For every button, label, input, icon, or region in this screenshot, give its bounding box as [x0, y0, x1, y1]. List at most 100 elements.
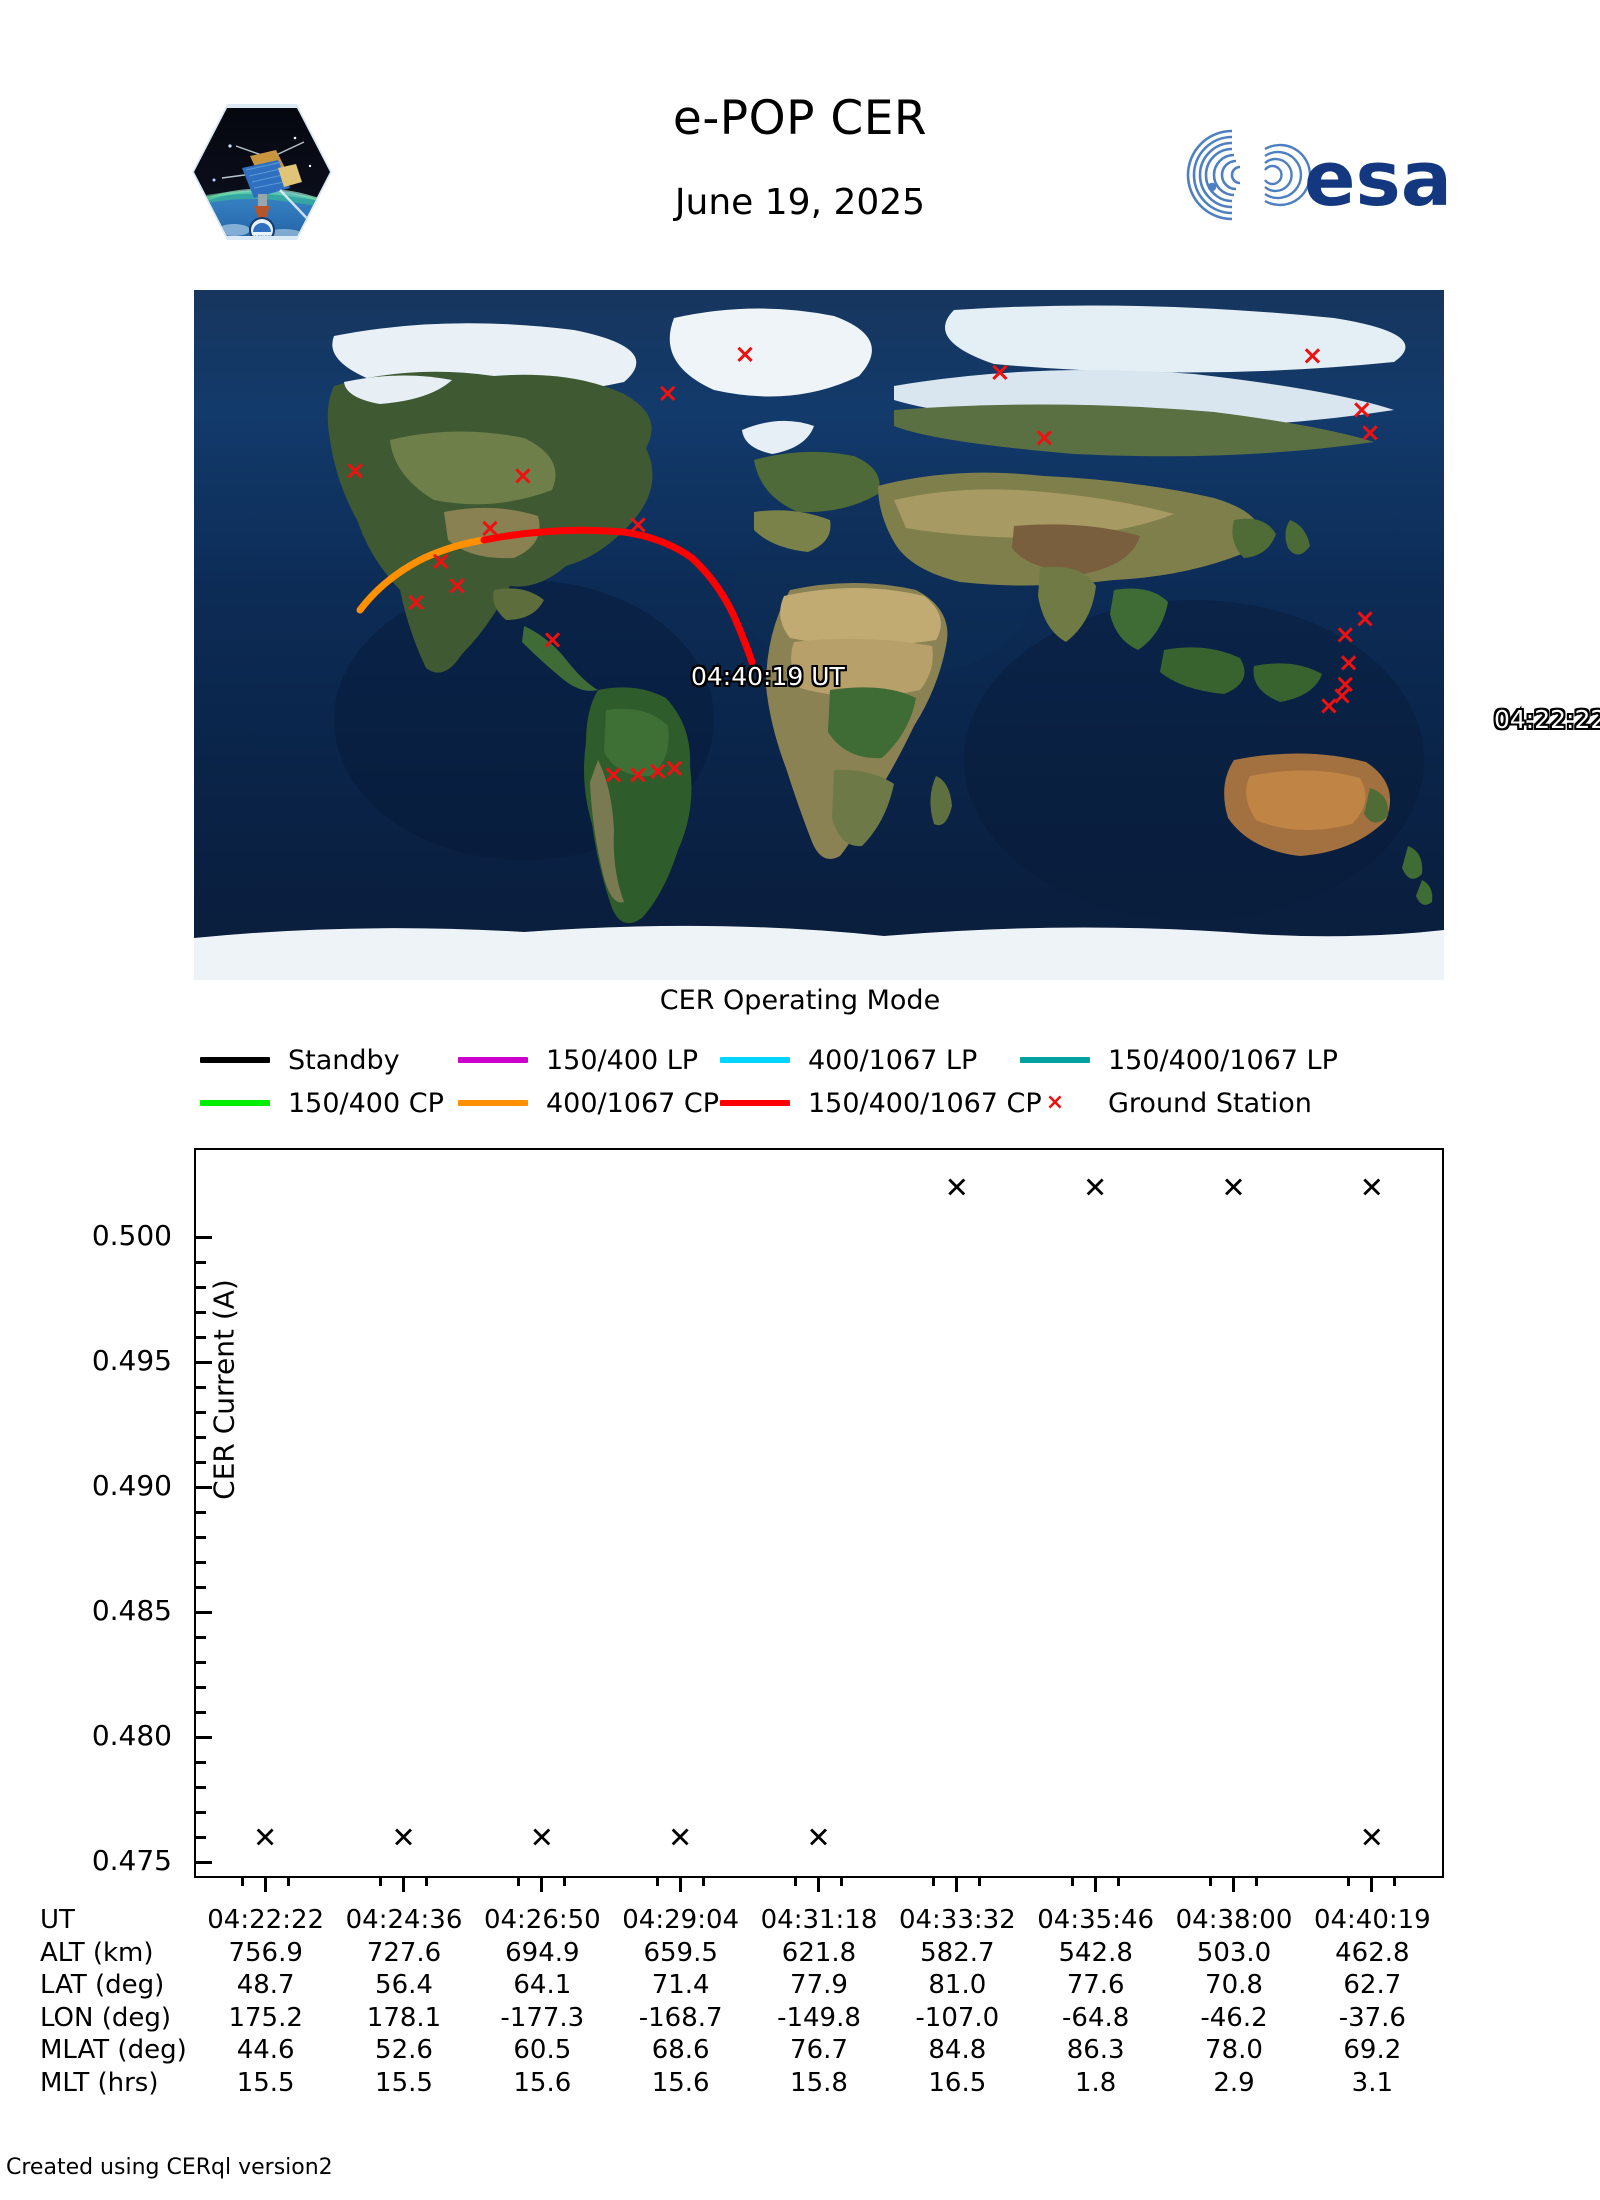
table-row-label: LAT (deg): [40, 1970, 165, 2000]
table-cell: -46.2: [1200, 2002, 1268, 2033]
x-tick-mark: [817, 1876, 820, 1892]
y-tick-label: 0.475: [91, 1843, 172, 1877]
table-row: LAT (deg) 48.7 56.4 64.1 71.4 77.9 81.0 77.6 70.…: [40, 1970, 1560, 2003]
x-tick-mark: [955, 1876, 959, 1892]
y-tick-label: 0.490: [91, 1468, 172, 1502]
ground-station-marker-icon: ×: [1354, 604, 1376, 634]
table-cell: 659.5: [643, 1937, 718, 1968]
x-tick-mark: [263, 1876, 267, 1892]
ground-station-marker-icon: ×: [1045, 1090, 1065, 1115]
table-cell: 44.6: [236, 2035, 295, 2065]
legend-label: 150/400/1067 LP: [1108, 1044, 1338, 1076]
table-cell: 68.6: [651, 2035, 710, 2065]
table-cell: 582.7: [920, 1937, 995, 1968]
table-cell: -168.7: [638, 2002, 723, 2033]
legend-color-swatch: [458, 1057, 528, 1063]
y-tick-mark: [196, 1736, 212, 1739]
page-header: CASSIOPE e-POP CER June 19, 2025: [0, 0, 1600, 240]
y-tick-mark: [196, 1611, 212, 1614]
footer-credit: Created using CERql version2: [6, 2155, 333, 2180]
legend-label: 150/400 CP: [288, 1087, 444, 1119]
table-cell: 178.1: [366, 2002, 442, 2033]
svg-text:CASSIOPE: CASSIOPE: [251, 235, 274, 241]
world-map-panel: × × × × × × × × × × × × × × × × × × × × × × × × × 04:40:19 UT 04…: [194, 290, 1600, 980]
data-point-marker: ✕: [1083, 1170, 1108, 1204]
ground-station-marker-icon: ×: [1302, 341, 1324, 371]
ground-station-marker-icon: ×: [603, 760, 625, 790]
ground-station-marker-icon: ×: [344, 456, 366, 486]
table-cell: 48.7: [236, 1970, 295, 2000]
y-tick-label: 0.495: [91, 1343, 172, 1377]
map-time-annotation-start: 04:22:22 UT: [1492, 703, 1600, 736]
data-point-marker: ✕: [253, 1820, 278, 1854]
ground-station-marker-icon: ×: [647, 757, 669, 787]
table-cell: 542.8: [1058, 1937, 1133, 1968]
table-cell: 52.6: [375, 2035, 433, 2065]
table-row-label: MLAT (deg): [40, 2035, 187, 2065]
table-row-label: MLT (hrs): [40, 2067, 159, 2098]
table-cell: 62.7: [1343, 1970, 1402, 2000]
ground-station-marker-icon: ×: [430, 546, 452, 576]
ground-station-marker-icon: ×: [734, 339, 756, 369]
data-point-marker: ✕: [1359, 1170, 1384, 1204]
y-tick-mark: [196, 1486, 212, 1489]
table-cell: 15.6: [651, 2067, 710, 2098]
legend-color-swatch: [720, 1100, 790, 1106]
x-tick-mark: [678, 1876, 682, 1892]
table-cell: 64.1: [513, 1970, 572, 2000]
legend-row-1: Standby 150/400 LP 400/1067 LP 150/400/1067…: [200, 1040, 1450, 1080]
table-cell: 04:26:50: [483, 1905, 601, 1935]
esa-wordmark: esa: [1304, 134, 1452, 223]
table-cell: 78.0: [1205, 2035, 1263, 2065]
ground-station-marker-icon: ×: [1338, 648, 1360, 678]
data-point-marker: ✕: [944, 1170, 969, 1204]
legend-label: 400/1067 CP: [546, 1087, 720, 1119]
y-tick-label: 0.485: [91, 1593, 172, 1627]
x-tick-mark: [540, 1876, 544, 1892]
table-cell: 2.9: [1213, 2067, 1255, 2098]
page-date: June 19, 2025: [674, 182, 926, 223]
table-row: MLT (hrs) 15.5 15.5 15.6 15.6 15.8 16.5 1.8 2.9 3…: [40, 2068, 1560, 2101]
table-cell: -107.0: [915, 2002, 1000, 2033]
ground-station-marker-icon: ×: [512, 461, 534, 491]
table-cell: 69.2: [1343, 2035, 1402, 2065]
y-tick-mark: [196, 1361, 212, 1364]
table-row: ALT (km) 756.9 727.6 694.9 659.5 621.8 582.7 54…: [40, 1938, 1560, 1971]
table-cell: 56.4: [375, 1970, 433, 2000]
legend-item-400-1067-cp: 400/1067 CP: [458, 1083, 720, 1123]
legend-color-swatch: [1020, 1057, 1090, 1063]
map-time-annotation-end: 04:40:19 UT: [689, 660, 847, 693]
legend-label: Ground Station: [1108, 1087, 1312, 1119]
legend-color-swatch: [200, 1100, 270, 1106]
table-cell: 756.9: [228, 1937, 303, 1968]
table-cell: 77.6: [1066, 1970, 1125, 2000]
table-cell: 15.6: [513, 2067, 572, 2098]
table-cell: 04:31:18: [760, 1905, 878, 1935]
x-tick-mark: [402, 1876, 405, 1892]
data-point-marker: ✕: [529, 1820, 554, 1854]
data-point-marker: ✕: [391, 1820, 416, 1854]
legend-item-150-400-1067-lp: 150/400/1067 LP: [1020, 1040, 1350, 1080]
legend-color-swatch: [720, 1057, 790, 1063]
page-title: e-POP CER: [672, 91, 928, 146]
y-tick-mark: [196, 1861, 212, 1864]
table-cell: 3.1: [1351, 2067, 1394, 2098]
x-tick-mark: [1093, 1876, 1097, 1892]
ground-station-marker-icon: ×: [627, 760, 649, 790]
ground-station-marker-icon: ×: [663, 753, 685, 783]
legend-item-standby: Standby: [200, 1040, 458, 1080]
legend-label: 400/1067 LP: [808, 1044, 978, 1076]
table-cell: 175.2: [228, 2002, 303, 2033]
table-cell: 727.6: [366, 1937, 442, 1968]
table-row-label: UT: [40, 1905, 75, 1935]
ground-station-marker-icon: ×: [1331, 681, 1353, 711]
cer-current-plot: CER Current (A) 0.475 0.480 0.485 0.490 0.49…: [92, 1148, 1444, 1892]
ground-station-marker-icon: ×: [989, 357, 1011, 387]
table-row: MLAT (deg) 44.6 52.6 60.5 68.6 76.7 84.8 86.3 78…: [40, 2035, 1560, 2068]
table-cell: 16.5: [928, 2067, 987, 2098]
map-caption: CER Operating Mode: [659, 985, 941, 1016]
legend-item-ground-station: × Ground Station: [1020, 1083, 1350, 1123]
table-cell: -64.8: [1062, 2002, 1130, 2033]
table-cell: 04:24:36: [345, 1905, 463, 1935]
legend-row-2: 150/400 CP 400/1067 CP 150/400/1067 CP × Gro…: [200, 1083, 1450, 1123]
